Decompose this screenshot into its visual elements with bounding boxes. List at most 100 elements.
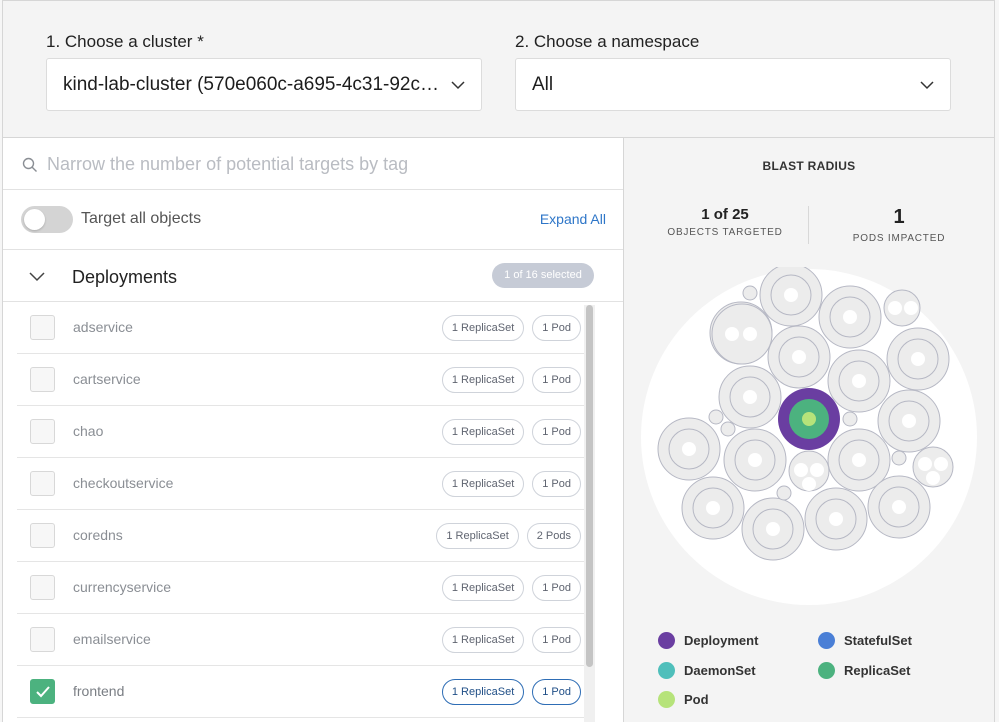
pods-tag: 1 Pod bbox=[532, 419, 581, 445]
pod-bubble bbox=[810, 463, 824, 477]
tag-search bbox=[3, 138, 623, 190]
deployment-bubble-pod bbox=[784, 288, 798, 302]
pod-bubble bbox=[918, 457, 932, 471]
expand-all-link[interactable]: Expand All bbox=[539, 211, 606, 227]
row-tags: 1 ReplicaSet 1 Pod bbox=[441, 679, 581, 705]
row-checkbox[interactable] bbox=[30, 679, 55, 704]
deployment-bubble-pod bbox=[682, 442, 696, 456]
row-name: chao bbox=[73, 423, 104, 439]
row-checkbox[interactable] bbox=[30, 367, 55, 392]
stat-divider bbox=[808, 206, 809, 244]
deployment-list: adservice 1 ReplicaSet 1 Pod cartservice 1 R… bbox=[17, 302, 585, 722]
replicaset-tag: 1 ReplicaSet bbox=[436, 523, 519, 549]
search-icon bbox=[22, 157, 37, 172]
pods-impacted-label: PODS IMPACTED bbox=[852, 233, 946, 244]
pod-bubble bbox=[888, 301, 902, 315]
row-tags: 1 ReplicaSet 1 Pod bbox=[441, 367, 581, 393]
pods-tag: 2 Pods bbox=[526, 523, 581, 549]
row-checkbox[interactable] bbox=[30, 471, 55, 496]
objects-targeted-label: OBJECTS TARGETED bbox=[667, 227, 783, 238]
legend-label: Deployment bbox=[684, 633, 759, 648]
pod-bubble bbox=[926, 471, 940, 485]
legend-color-dot bbox=[658, 691, 675, 708]
legend-item: ReplicaSet bbox=[818, 662, 910, 679]
pod-bubble bbox=[708, 409, 724, 425]
legend-label: DaemonSet bbox=[684, 663, 756, 678]
row-name: currencyservice bbox=[73, 579, 172, 595]
pods-tag: 1 Pod bbox=[532, 679, 581, 705]
row-checkbox[interactable] bbox=[30, 523, 55, 548]
objects-targeted-stat: 1 of 25 OBJECTS TARGETED bbox=[662, 206, 788, 238]
target-all-label: Target all objects bbox=[81, 210, 202, 227]
pod-bubble bbox=[742, 285, 758, 301]
cluster-namespace-bar: 1. Choose a cluster * kind-lab-cluster (… bbox=[2, 0, 995, 137]
replicaset-tag: 1 ReplicaSet bbox=[441, 367, 525, 393]
pod-bubble bbox=[934, 457, 948, 471]
tag-search-input[interactable] bbox=[47, 150, 607, 178]
list-item[interactable]: checkoutservice 1 ReplicaSet 1 Pod bbox=[17, 458, 585, 510]
chevron-down-icon bbox=[920, 80, 934, 89]
pod-bubble bbox=[904, 301, 918, 315]
deployment-bubble-pod bbox=[911, 352, 925, 366]
list-item[interactable]: currencyservice 1 ReplicaSet 1 Pod bbox=[17, 562, 585, 614]
cluster-select-value: kind-lab-cluster (570e060c-a695-4c31-92c… bbox=[63, 73, 443, 95]
targets-panel: Target all objects Expand All Deployment… bbox=[2, 137, 623, 722]
checkmark-icon bbox=[36, 686, 50, 698]
legend-color-dot bbox=[658, 662, 675, 679]
row-tags: 1 ReplicaSet 2 Pods bbox=[436, 523, 581, 549]
legend-label: Pod bbox=[684, 692, 709, 707]
list-item[interactable]: cartservice 1 ReplicaSet 1 Pod bbox=[17, 354, 585, 406]
namespace-select-value: All bbox=[532, 73, 554, 95]
replicaset-tag: 1 ReplicaSet bbox=[441, 575, 525, 601]
chevron-down-icon[interactable] bbox=[29, 270, 45, 284]
cluster-label: 1. Choose a cluster * bbox=[46, 32, 204, 51]
list-item[interactable]: coredns 1 ReplicaSet 2 Pods bbox=[17, 510, 585, 562]
deployment-bubble-pod bbox=[706, 501, 720, 515]
legend-item: Deployment bbox=[658, 632, 758, 649]
small-bubble bbox=[912, 446, 954, 488]
deployment-bubble-pod bbox=[902, 414, 916, 428]
row-checkbox[interactable] bbox=[30, 627, 55, 652]
pod-bubble bbox=[891, 450, 907, 466]
deployment-bubble-pod bbox=[748, 453, 762, 467]
pods-impacted-stat: 1 PODS IMPACTED bbox=[837, 206, 961, 244]
scrollbar-thumb[interactable] bbox=[586, 305, 593, 667]
row-tags: 1 ReplicaSet 1 Pod bbox=[441, 471, 581, 497]
legend-color-dot bbox=[818, 632, 835, 649]
row-name: frontend bbox=[73, 683, 125, 699]
objects-targeted-value: 1 of 25 bbox=[701, 206, 749, 223]
list-item[interactable]: adservice 1 ReplicaSet 1 Pod bbox=[17, 302, 585, 354]
deployment-bubble-pod bbox=[892, 500, 906, 514]
list-item[interactable]: emailservice 1 ReplicaSet 1 Pod bbox=[17, 614, 585, 666]
pod-bubble bbox=[842, 411, 858, 427]
deployments-group-header[interactable]: Deployments 1 of 16 selected bbox=[3, 250, 623, 302]
selected-pod-bubble bbox=[802, 412, 816, 426]
blast-radius-title: BLAST RADIUS bbox=[762, 159, 856, 173]
list-item[interactable]: frontend 1 ReplicaSet 1 Pod bbox=[17, 666, 585, 718]
target-all-toggle[interactable] bbox=[21, 206, 73, 233]
selected-count-badge: 1 of 16 selected bbox=[492, 263, 594, 288]
legend-label: StatefulSet bbox=[844, 633, 912, 648]
pod-bubble bbox=[720, 421, 736, 437]
replicaset-tag: 1 ReplicaSet bbox=[441, 471, 525, 497]
legend-color-dot bbox=[658, 632, 675, 649]
row-checkbox[interactable] bbox=[30, 315, 55, 340]
row-checkbox[interactable] bbox=[30, 419, 55, 444]
pod-bubble bbox=[725, 327, 739, 341]
pod-bubble bbox=[776, 485, 792, 501]
replicaset-tag: 1 ReplicaSet bbox=[441, 419, 525, 445]
deployment-bubble bbox=[711, 303, 773, 365]
chevron-down-icon bbox=[451, 80, 465, 89]
namespace-select[interactable]: All bbox=[515, 58, 951, 111]
list-scrollbar[interactable] bbox=[584, 305, 595, 722]
pod-bubble bbox=[794, 463, 808, 477]
pod-bubble bbox=[802, 477, 816, 491]
list-item[interactable]: chao 1 ReplicaSet 1 Pod bbox=[17, 406, 585, 458]
row-checkbox[interactable] bbox=[30, 575, 55, 600]
legend-color-dot bbox=[818, 662, 835, 679]
pods-tag: 1 Pod bbox=[532, 575, 581, 601]
legend-item: Pod bbox=[658, 691, 709, 708]
deployment-bubble-pod bbox=[766, 522, 780, 536]
group-title: Deployments bbox=[72, 267, 178, 287]
cluster-select[interactable]: kind-lab-cluster (570e060c-a695-4c31-92c… bbox=[46, 58, 482, 111]
